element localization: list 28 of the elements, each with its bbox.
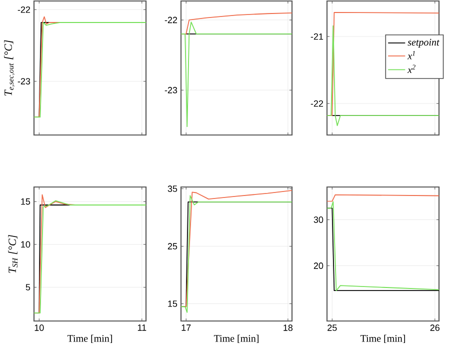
y-tick-label: 25 <box>168 243 178 250</box>
y-tick-label: -23 <box>164 86 178 94</box>
y-tick-label: -22 <box>18 6 30 13</box>
x-tick-label: 10 <box>34 324 44 331</box>
x-tick-label: 25 <box>328 324 337 331</box>
y-tick-label: -23 <box>18 78 30 84</box>
y-tick-label: 15 <box>168 300 178 307</box>
y-tick-label: 30 <box>314 216 324 223</box>
y-tick-label: 35 <box>168 186 178 192</box>
y-axis-title: T$_{SH}$ [°C] <box>8 234 18 273</box>
x-tick-label: 18 <box>284 324 293 331</box>
legend-label: x$^{1}$ <box>407 51 415 60</box>
y-tick-label: -21 <box>310 33 324 40</box>
y-tick-label: 10 <box>21 241 30 248</box>
legend-label: x$^{2}$ <box>407 64 416 74</box>
y-tick-label: 5 <box>26 284 30 290</box>
y-tick-label: -22 <box>310 100 324 107</box>
x-tick-label: 17 <box>182 324 191 331</box>
y-tick-label: 20 <box>314 262 324 269</box>
x-tick-label: 26 <box>430 324 440 331</box>
x-axis-title: Time [min] <box>360 334 405 344</box>
legend-label: setpoint <box>408 38 440 48</box>
x-tick-label: 11 <box>138 324 146 331</box>
y-tick-label: 15 <box>21 198 30 205</box>
x-axis-title: Time [min] <box>67 334 112 344</box>
y-axis-title: T$_{e,sec,out}$ [°C] <box>4 40 15 96</box>
y-tick-label: -22 <box>164 16 178 24</box>
x-axis-title: Time [min] <box>214 334 258 344</box>
